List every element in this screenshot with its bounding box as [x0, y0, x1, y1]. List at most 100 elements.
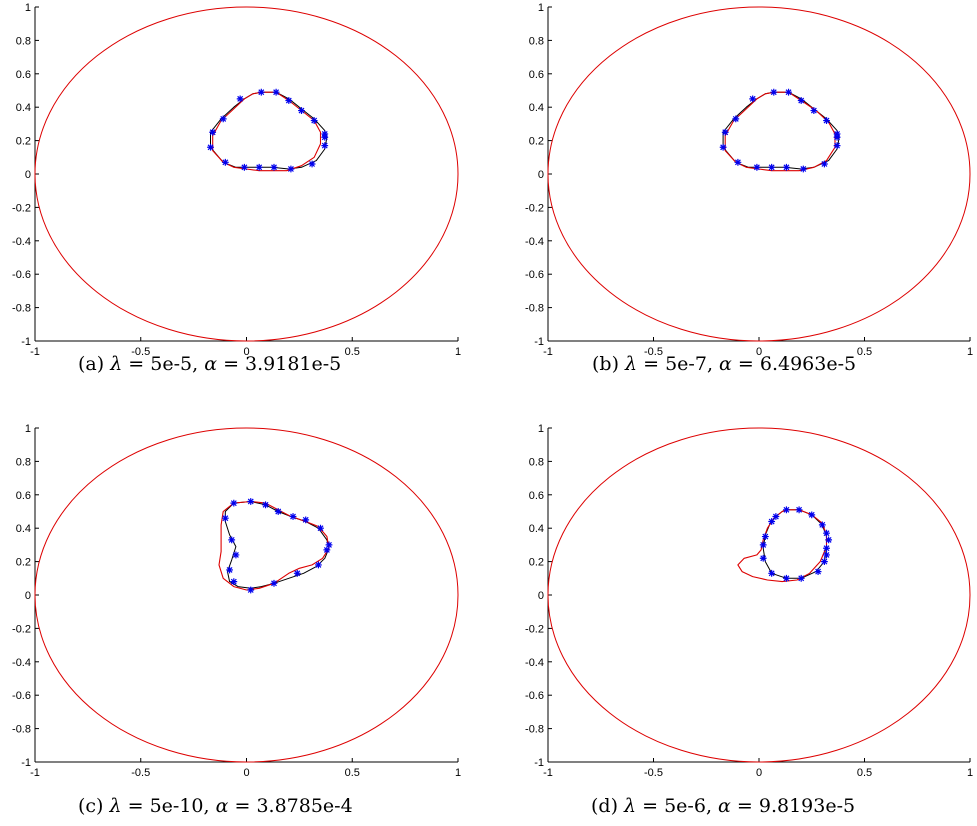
- asterisk-marker: [749, 95, 757, 103]
- y-tick-label: -0.2: [525, 202, 544, 214]
- x-tick-label: -0.5: [644, 767, 663, 779]
- x-tick-label: 1: [455, 346, 461, 358]
- asterisk-marker: [783, 506, 790, 514]
- asterisk-marker: [759, 554, 767, 562]
- reconstruction-line: [218, 500, 330, 591]
- asterisk-marker: [209, 128, 217, 136]
- true-curve-line: [210, 91, 328, 170]
- asterisk-marker: [797, 574, 805, 582]
- x-tick-label: 0: [243, 346, 249, 358]
- caption-b-alpha: 6.4963e-5: [759, 353, 857, 375]
- panel-a: -1 -0.5 0 0.5 1 -1 -0.8 -0.6 -0.4 -0.2 0 0.2 0.4 0.6 0…: [12, 2, 461, 358]
- asterisk-marker: [247, 586, 255, 594]
- asterisk-marker: [323, 546, 331, 554]
- asterisk-marker: [823, 551, 830, 559]
- asterisk-marker: [818, 521, 826, 529]
- y-tick-label: -1: [21, 336, 31, 348]
- y-tick-label: -0.8: [12, 303, 31, 315]
- x-tick-label: -0.5: [131, 767, 150, 779]
- y-tick-label: 0.4: [16, 523, 31, 535]
- y-tick-label: -0.6: [12, 269, 31, 281]
- asterisk-marker: [753, 163, 761, 171]
- asterisk-marker: [219, 115, 227, 123]
- alpha-symbol: α: [719, 353, 732, 375]
- asterisk-marker: [799, 165, 807, 173]
- asterisk-marker: [821, 160, 828, 168]
- asterisk-marker: [289, 513, 297, 520]
- caption-c-lambda: 5e-10: [149, 795, 204, 817]
- asterisk-marker: [783, 574, 790, 582]
- asterisk-marker: [302, 516, 310, 524]
- x-tick-label: -1: [543, 346, 553, 358]
- x-tick-label: 0: [243, 767, 249, 779]
- y-tick-label: 1: [25, 2, 31, 14]
- asterisk-marker: [272, 88, 280, 96]
- y-tick-label: -0.2: [525, 623, 544, 635]
- asterisk-marker: [759, 541, 767, 549]
- y-tick-label: 0.6: [16, 69, 31, 81]
- y-tick-label: 1: [538, 2, 544, 14]
- true-curve-line: [224, 501, 330, 589]
- asterisk-marker: [221, 158, 229, 166]
- lambda-symbol: λ: [625, 353, 638, 375]
- y-tick-label: 1: [538, 423, 544, 435]
- asterisk-marker: [810, 107, 818, 114]
- asterisk-marker: [823, 117, 830, 124]
- y-tick-label: 0.6: [16, 490, 31, 502]
- lambda-symbol: λ: [624, 795, 637, 817]
- x-tick-label: 0.5: [857, 346, 872, 358]
- y-tick-label: -0.4: [12, 657, 31, 669]
- caption-b: (b) λ = 5e-7, α = 6.4963e-5: [592, 353, 857, 375]
- panel-d: -1 -0.5 0 0.5 1 -1 -0.8 -0.6 -0.4 -0.2 0 0.2 0.4 0.6 0…: [525, 423, 973, 779]
- panel-b: -1 -0.5 0 0.5 1 -1 -0.8 -0.6 -0.4 -0.2 0 0.2 0.4 0.6 0…: [525, 2, 973, 358]
- y-tick-label: 0.4: [16, 102, 31, 114]
- y-tick-label: 0: [538, 169, 544, 181]
- asterisk-marker: [833, 133, 841, 141]
- asterisk-marker: [230, 499, 238, 507]
- y-tick-label: 0: [25, 169, 31, 181]
- asterisk-marker: [317, 524, 324, 532]
- asterisk-marker: [228, 536, 236, 544]
- asterisk-marker: [308, 160, 316, 168]
- alpha-symbol: α: [215, 795, 229, 817]
- x-tick-label: 0: [756, 346, 762, 358]
- asterisk-marker: [240, 163, 248, 171]
- asterisk-marker: [719, 143, 727, 151]
- y-tick-label: 0.8: [16, 456, 31, 468]
- asterisk-marker: [734, 158, 742, 166]
- caption-a-tag: (a): [78, 353, 105, 375]
- asterisk-marker: [232, 551, 240, 559]
- reconstruction-line: [737, 509, 828, 583]
- caption-d-alpha: 9.8193e-5: [758, 795, 856, 817]
- x-tick-label: -1: [543, 767, 553, 779]
- y-tick-label: 0.2: [16, 557, 31, 569]
- caption-b-lambda: 5e-7: [665, 353, 707, 375]
- caption-a: (a) λ = 5e-5, α = 3.9181e-5: [78, 353, 342, 375]
- outer-circle: [34, 6, 459, 342]
- x-tick-label: 0: [756, 767, 762, 779]
- outer-circle: [547, 6, 971, 342]
- reconstruction-line: [212, 91, 322, 172]
- caption-c-alpha: 3.8785e-4: [256, 795, 353, 817]
- asterisk-marker: [310, 117, 318, 124]
- y-tick-label: 0.8: [16, 35, 31, 47]
- y-tick-label: 0: [25, 590, 31, 602]
- y-tick-label: -0.2: [12, 623, 31, 635]
- caption-c: (c) λ = 5e-10, α = 3.8785e-4: [78, 795, 353, 817]
- asterisk-marker: [721, 128, 729, 136]
- y-tick-label: 0.6: [529, 490, 544, 502]
- asterisk-marker: [761, 533, 769, 540]
- asterisk-marker: [821, 558, 828, 565]
- caption-c-tag: (c): [78, 795, 104, 817]
- asterisk-marker: [262, 501, 269, 509]
- caption-a-lambda: 5e-5: [150, 353, 193, 375]
- asterisk-marker: [770, 88, 778, 96]
- asterisk-marker: [247, 498, 255, 505]
- asterisk-marker: [783, 163, 790, 171]
- asterisk-marker: [808, 511, 816, 519]
- asterisk-marker: [833, 142, 841, 150]
- lambda-symbol: λ: [109, 795, 122, 817]
- y-tick-label: -0.8: [525, 724, 544, 736]
- asterisk-marker: [325, 541, 333, 549]
- y-tick-label: -0.4: [525, 657, 544, 669]
